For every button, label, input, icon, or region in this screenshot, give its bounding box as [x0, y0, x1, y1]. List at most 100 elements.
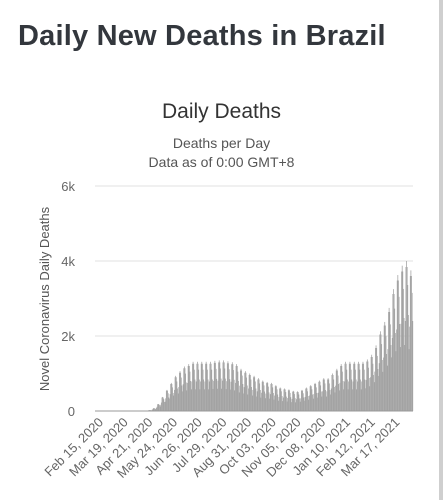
- bar: [401, 265, 403, 411]
- bar: [321, 396, 323, 411]
- bar: [279, 387, 281, 411]
- bar: [336, 368, 338, 411]
- bar: [372, 363, 374, 411]
- bar: [294, 398, 296, 411]
- bar: [331, 375, 333, 411]
- bar: [249, 373, 251, 411]
- bar: [249, 375, 251, 411]
- chart-data-timestamp: Data as of 0:00 GMT+8: [148, 154, 295, 170]
- bar: [289, 392, 291, 411]
- bar: [287, 398, 289, 411]
- bar: [376, 355, 378, 412]
- bar: [239, 385, 241, 411]
- bar: [363, 363, 364, 411]
- bar: [347, 389, 349, 411]
- bar: [298, 394, 300, 411]
- bar: [267, 383, 269, 411]
- bar: [164, 402, 165, 411]
- bar: [341, 366, 343, 411]
- y-tick-label: 2k: [61, 329, 75, 344]
- bar: [195, 389, 196, 411]
- bar: [335, 385, 336, 411]
- bar: [344, 363, 346, 411]
- bar: [353, 361, 355, 411]
- bar: [188, 366, 190, 411]
- bar: [386, 365, 388, 412]
- bar: [209, 363, 211, 411]
- bar: [386, 354, 388, 411]
- bar: [222, 362, 224, 411]
- bar: [274, 386, 276, 411]
- bar: [266, 383, 267, 411]
- bar: [361, 381, 363, 411]
- bar: [393, 289, 394, 412]
- bar: [342, 381, 344, 411]
- bar: [269, 394, 271, 412]
- bar: [412, 321, 414, 411]
- bar: [280, 388, 282, 411]
- bar-series: [142, 261, 414, 412]
- bar: [292, 390, 294, 411]
- bar: [391, 337, 393, 412]
- bar: [409, 276, 411, 411]
- bar: [154, 408, 155, 411]
- bar: [351, 379, 353, 411]
- bar: [213, 362, 215, 411]
- bar: [348, 363, 350, 411]
- bar: [335, 370, 337, 411]
- bar: [186, 390, 188, 412]
- bar: [371, 357, 373, 411]
- bar: [403, 318, 405, 411]
- bar: [330, 394, 331, 411]
- bar: [241, 370, 243, 411]
- bar: [359, 369, 361, 411]
- bar: [193, 363, 195, 411]
- bar: [389, 324, 391, 412]
- bar: [338, 384, 340, 411]
- bar: [352, 389, 353, 411]
- bar: [248, 375, 250, 411]
- bar: [293, 391, 295, 411]
- bar: [160, 402, 162, 411]
- bar: [271, 384, 273, 411]
- bar: [153, 408, 155, 411]
- bar: [361, 363, 363, 411]
- bar: [180, 377, 182, 411]
- bar: [302, 393, 304, 411]
- bar: [236, 366, 238, 411]
- bar: [275, 385, 277, 411]
- bar: [246, 377, 247, 411]
- bar: [357, 363, 359, 411]
- bar: [263, 385, 265, 411]
- bar: [340, 364, 342, 412]
- bar: [389, 312, 391, 411]
- bar: [248, 388, 249, 411]
- bar: [219, 362, 221, 411]
- bar: [304, 400, 305, 411]
- bar: [253, 377, 254, 411]
- bar: [317, 392, 319, 411]
- bar: [337, 370, 338, 411]
- bar: [330, 388, 332, 411]
- bar: [234, 390, 236, 412]
- bar: [399, 324, 401, 411]
- bar: [235, 366, 237, 411]
- bar: [198, 379, 200, 411]
- bar: [297, 392, 299, 411]
- bar: [302, 390, 303, 411]
- bar: [163, 399, 165, 411]
- bar: [178, 387, 180, 411]
- bar: [274, 395, 275, 411]
- bar: [174, 377, 176, 411]
- bar: [270, 384, 272, 411]
- bar: [395, 351, 397, 411]
- bar: [348, 381, 350, 411]
- bar: [254, 381, 256, 411]
- bar: [371, 354, 373, 411]
- bar: [188, 364, 190, 412]
- bar: [172, 393, 174, 411]
- bar: [238, 381, 239, 411]
- bar: [332, 373, 333, 411]
- bar: [262, 380, 264, 411]
- bar: [170, 382, 172, 412]
